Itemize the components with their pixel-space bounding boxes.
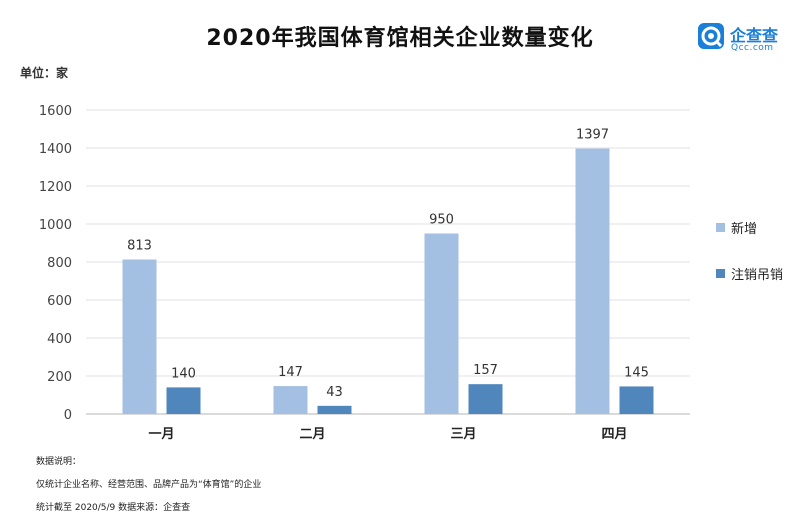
bar [166,387,201,414]
bar [122,259,157,414]
bar [468,384,503,414]
chart-legend: 新增 注销吊销 [716,217,783,309]
data-label: 813 [127,239,152,254]
x-tick-label: 四月 [601,427,627,442]
y-tick-label: 1000 [39,218,72,233]
x-tick-label: 三月 [450,427,476,442]
data-label: 43 [326,385,343,400]
bar [317,405,352,414]
bar [273,386,308,414]
notes-heading: 数据说明： [36,457,82,467]
legend-label-cancelled: 注销吊销 [731,267,784,283]
notes-source: 统计截至 2020/5/9 数据来源：企查查 [36,503,191,513]
brand-logo: 企查查 Qcc.com [697,22,793,56]
y-tick-label: 1400 [39,142,72,157]
y-tick-label: 600 [47,294,72,309]
legend-swatch-new [716,222,725,232]
data-label: 145 [624,365,649,380]
legend-swatch-cancelled [716,268,725,278]
legend-item-new: 新增 [716,217,783,237]
data-label: 1397 [576,128,609,143]
bar [424,233,459,414]
y-tick-label: 400 [47,332,72,347]
data-label: 147 [278,365,303,380]
y-tick-label: 1200 [39,180,72,195]
bar [619,386,654,414]
unit-label: 单位：家 [20,66,69,80]
qcc-logo-icon [698,23,724,49]
y-tick-label: 1600 [39,104,72,119]
logo-url: Qcc.com [731,43,774,53]
x-tick-label: 一月 [148,427,174,442]
data-notes: 数据说明： 仅统计企业名称、经营范围、品牌产品为“体育馆”的企业 统计截至 20… [36,456,261,525]
data-label: 140 [171,366,196,381]
data-label: 950 [429,213,454,228]
legend-label-new: 新增 [731,221,758,237]
chart-title: 2020年我国体育馆相关企业数量变化 [206,26,594,51]
legend-item-cancelled: 注销吊销 [716,263,783,283]
y-tick-label: 200 [47,370,72,385]
logo-name: 企查查 [730,26,779,45]
bar [575,148,610,414]
y-tick-label: 0 [64,408,72,423]
x-tick-label: 二月 [299,427,325,442]
notes-scope: 仅统计企业名称、经营范围、品牌产品为“体育馆”的企业 [36,480,262,490]
data-label: 157 [473,363,498,378]
y-tick-label: 800 [47,256,72,271]
